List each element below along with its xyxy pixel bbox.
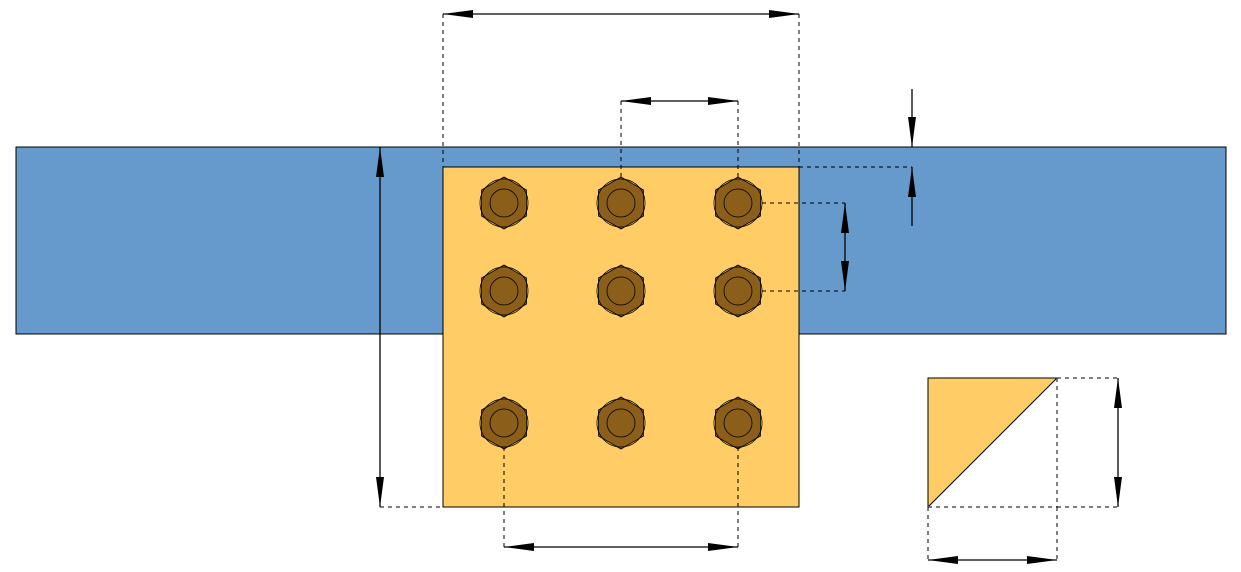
hex-bolt-icon — [596, 264, 646, 318]
hex-bolt-icon — [713, 396, 763, 450]
weld-detail — [927, 377, 1059, 509]
bolt-group — [479, 176, 763, 450]
hex-bolt-icon — [479, 264, 529, 318]
hex-bolt-icon — [713, 264, 763, 318]
hex-bolt-icon — [596, 396, 646, 450]
fillet-weld-icon — [927, 377, 1059, 509]
hex-bolt-icon — [713, 176, 763, 230]
dimension-lines — [376, 9, 1122, 564]
extension-lines — [380, 14, 1118, 560]
hex-bolt-icon — [596, 176, 646, 230]
hex-bolt-icon — [479, 176, 529, 230]
